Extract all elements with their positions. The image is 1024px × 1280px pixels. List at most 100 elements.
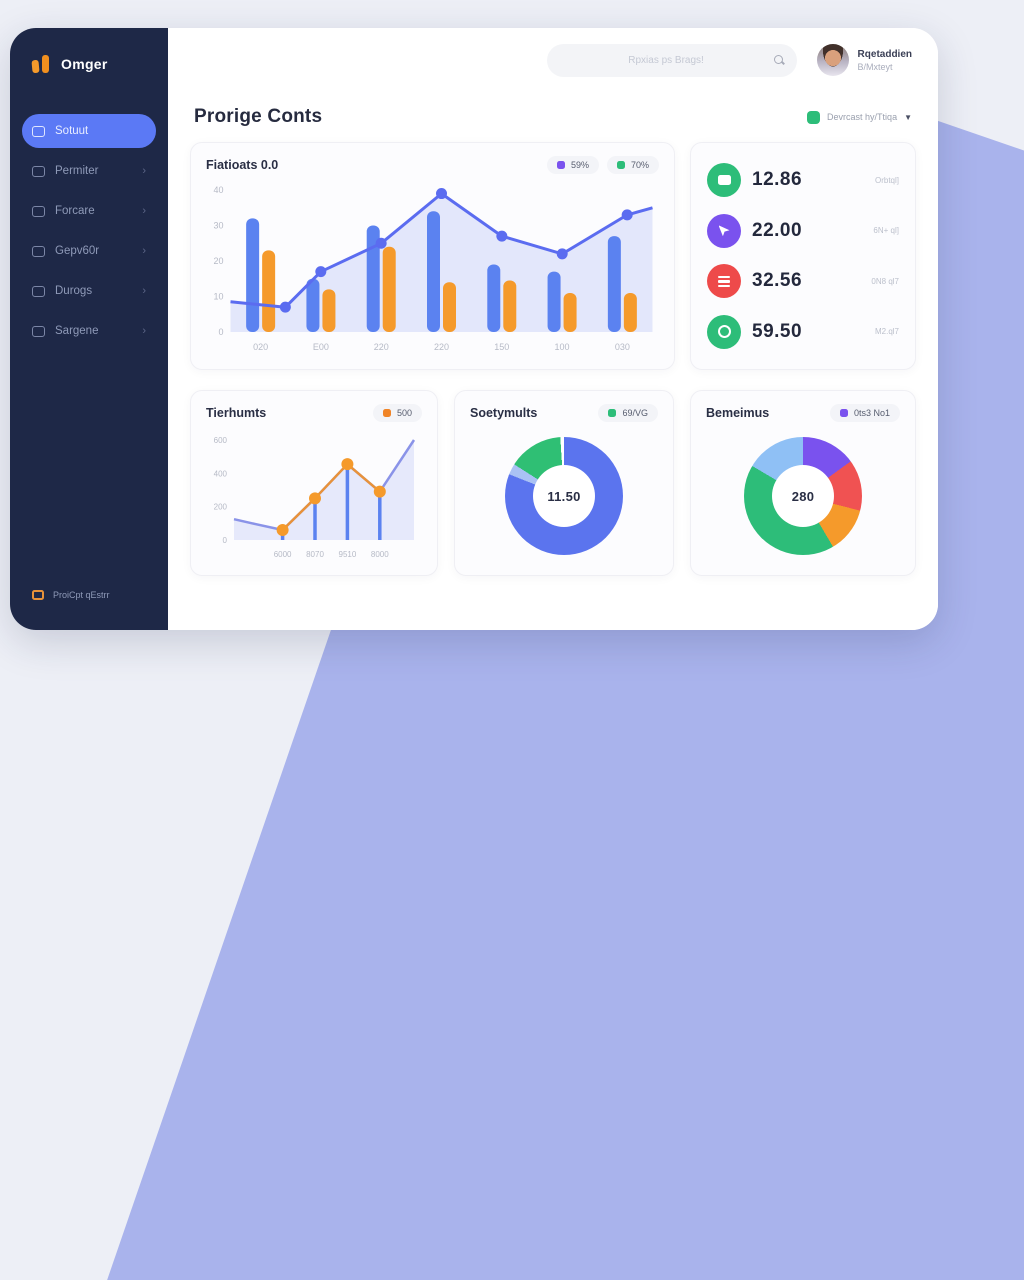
chevron-right-icon: › — [142, 205, 146, 217]
chevron-right-icon: › — [142, 245, 146, 257]
stack-icon — [707, 264, 741, 299]
svg-text:0: 0 — [223, 536, 228, 545]
sidebar-item-label: Durogs — [55, 285, 93, 297]
legend-label: 70% — [630, 160, 649, 170]
svg-text:20: 20 — [213, 256, 223, 266]
bemeimus-title: Bemeimus — [706, 406, 770, 420]
sidebar-footer-item[interactable]: ProiCpt qEstrr — [32, 590, 110, 600]
sidebar-item-label: Forcare — [55, 205, 95, 217]
svg-text:600: 600 — [214, 436, 228, 445]
sidebar-item-sotuut[interactable]: Sotuut — [22, 114, 156, 148]
stat-label: Orbtql] — [874, 175, 899, 185]
svg-text:220: 220 — [434, 342, 449, 352]
legend-dot-icon — [608, 409, 617, 417]
topbar: Rqetaddien B/Mxteyt — [168, 28, 938, 92]
svg-text:400: 400 — [214, 469, 228, 478]
briefcase-icon — [32, 590, 44, 600]
svg-text:E00: E00 — [313, 342, 329, 352]
donut-center-value: 11.50 — [533, 465, 595, 527]
logo-text: Omger — [61, 56, 108, 72]
stat-row[interactable]: 22.00 6N+ ql] — [707, 213, 899, 248]
legend-chip-green[interactable]: 70% — [606, 156, 659, 174]
donut-chart: 280 — [744, 437, 862, 555]
user-name: Rqetaddien — [857, 48, 912, 60]
main-chart-card: Fiatioats 0.0 59% 70% 40 30 2 — [190, 142, 675, 370]
search-icon[interactable] — [773, 54, 785, 66]
sidebar-item-label: Permiter — [55, 165, 99, 177]
donut-center-value: 280 — [772, 465, 834, 527]
sidebar-item-gepv60r[interactable]: Gepv60r › — [22, 234, 156, 268]
user-profile[interactable]: Rqetaddien B/Mxteyt — [816, 44, 912, 76]
svg-text:0: 0 — [218, 327, 223, 337]
stat-value: 59.50 — [752, 320, 803, 342]
legend-dot-icon — [382, 409, 391, 417]
stat-row[interactable]: 59.50 M2.ql7 — [707, 314, 899, 349]
svg-text:40: 40 — [213, 185, 223, 195]
svg-text:6000: 6000 — [274, 550, 292, 559]
sidebar-footer-label: ProiCpt qEstrr — [53, 590, 110, 600]
stat-label: 0N8 ql7 — [871, 276, 899, 286]
legend-label: 59% — [570, 160, 589, 170]
sidebar-item-label: Sotuut — [55, 125, 89, 137]
main-area: Rqetaddien B/Mxteyt Prorige Conts Devrca… — [168, 28, 938, 630]
tier-chart-title: Tierhumts — [206, 406, 267, 420]
svg-text:9510: 9510 — [339, 550, 357, 559]
content: Fiatioats 0.0 59% 70% 40 30 2 — [168, 142, 938, 576]
avatar[interactable] — [816, 44, 849, 76]
legend-chip-orange[interactable]: 500 — [372, 404, 422, 422]
sidebar-item-label: Sargene — [55, 325, 99, 337]
logo: Omger — [10, 54, 168, 74]
svg-text:200: 200 — [214, 503, 228, 512]
cursor-icon — [707, 213, 741, 248]
bemeimus-card: Bemeimus 0ts3 No1 280 — [690, 390, 916, 576]
main-chart-title: Fiatioats 0.0 — [206, 158, 279, 172]
svg-text:8070: 8070 — [306, 550, 324, 559]
sidebar-item-forcare[interactable]: Forcare › — [22, 194, 156, 228]
stat-value: 32.56 — [752, 270, 803, 292]
filter-icon — [807, 110, 821, 124]
svg-text:8000: 8000 — [371, 550, 389, 559]
svg-text:020: 020 — [253, 342, 268, 352]
stat-label: 6N+ ql] — [873, 226, 899, 236]
stat-row[interactable]: 12.86 Orbtql] — [707, 163, 899, 198]
legend-label: 0ts3 No1 — [853, 408, 890, 418]
sidebar-item-sargene[interactable]: Sargene › — [22, 314, 156, 348]
legend-label: 69/VG — [622, 408, 648, 418]
svg-text:150: 150 — [494, 342, 509, 352]
svg-text:100: 100 — [555, 342, 570, 352]
clock-icon — [707, 314, 741, 349]
logo-icon — [31, 54, 52, 74]
line-chart-canvas: 600 400 200 0 6000 8070 9510 8000 — [214, 436, 416, 559]
stat-row[interactable]: 32.56 0N8 ql7 — [707, 264, 899, 299]
search-input[interactable] — [558, 54, 774, 66]
svg-text:220: 220 — [374, 342, 389, 352]
stats-card: 12.86 Orbtql] 22.00 6N+ ql] 32.56 0N8 ql… — [690, 142, 916, 370]
legend-chip-indigo[interactable]: 0ts3 No1 — [829, 404, 900, 422]
sidebar-item-permiter[interactable]: Permiter › — [22, 154, 156, 188]
basket-icon — [32, 205, 45, 217]
chevron-right-icon: › — [142, 165, 146, 177]
filter-label: Devrcast hy/Ttiqa — [827, 112, 898, 122]
donut-chart: 11.50 — [505, 437, 623, 555]
chevron-right-icon: › — [142, 325, 146, 337]
search-bar[interactable] — [546, 43, 797, 77]
app-window: Omger Sotuut Permiter › Forcare › Gepv60… — [10, 28, 938, 630]
legend-dot-icon — [556, 161, 565, 169]
svg-text:030: 030 — [615, 342, 630, 352]
legend-chip-purple[interactable]: 59% — [546, 156, 599, 174]
document-icon — [32, 165, 45, 177]
legend-chip-green[interactable]: 69/VG — [598, 404, 658, 422]
period-filter-dropdown[interactable]: Devrcast hy/Ttiqa ▼ — [807, 110, 912, 124]
page-title: Prorige Conts — [194, 106, 323, 127]
grid-icon — [32, 245, 45, 257]
chat-icon — [32, 285, 45, 297]
title-row: Prorige Conts Devrcast hy/Ttiqa ▼ — [168, 92, 938, 142]
monitor-icon — [32, 325, 45, 337]
caret-down-icon: ▼ — [904, 112, 912, 122]
sidebar: Omger Sotuut Permiter › Forcare › Gepv60… — [10, 28, 168, 630]
svg-text:30: 30 — [213, 221, 223, 231]
stat-value: 12.86 — [752, 169, 803, 191]
sidebar-item-durogs[interactable]: Durogs › — [22, 274, 156, 308]
user-role: B/Mxteyt — [857, 61, 893, 72]
